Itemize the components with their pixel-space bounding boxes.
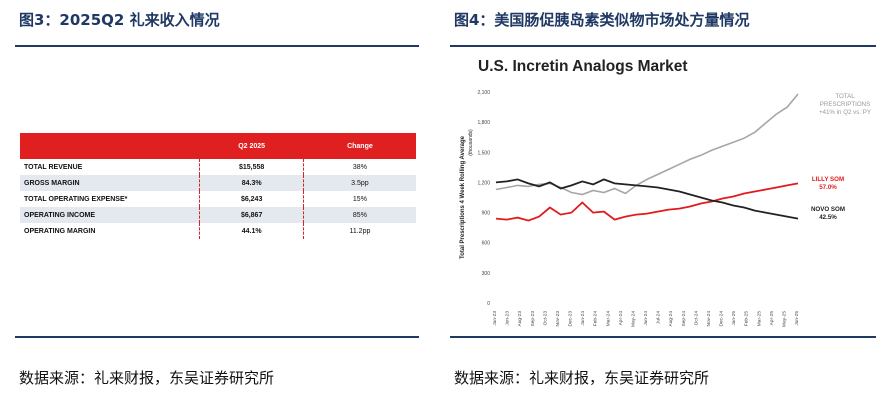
y-tick-label: 2,100 [477,90,490,96]
chart-title: U.S. Incretin Analogs Market [478,58,688,75]
bottom-divider-left [15,336,419,338]
x-tick-label: Jul-24 [656,311,662,324]
x-tick-label: Aug-24 [668,311,674,327]
series-annotation-1-1: 57.0% [819,184,837,191]
y-tick-label: 0 [487,301,490,307]
row-label: TOTAL REVENUE [24,163,83,171]
x-tick-label: Apr-24 [618,311,624,326]
row-value: $15,558 [199,159,304,175]
x-tick-label: Mar-25 [756,311,762,327]
x-tick-label: Feb-25 [744,311,750,327]
x-tick-label: Jun-25 [794,311,800,326]
y-tick-label: 300 [482,271,491,277]
x-tick-label: Nov-23 [555,311,561,327]
x-tick-label: May-24 [630,311,636,327]
series-annotation-1-0: LILLY SOM [812,176,844,183]
row-change: 85% [303,207,416,223]
row-value: $6,243 [199,191,304,207]
incretin-line-chart: Total Prescriptions 4 Week Rolling Avera… [460,90,871,327]
right-panel: 图4：美国肠促胰岛素类似物市场处方量情况 U.S. Incretin Analo… [450,0,876,400]
y-tick-label: 900 [482,211,491,217]
x-tick-label: Dec-24 [719,311,725,327]
y-tick-label: 1,500 [477,150,490,156]
x-tick-label: May-25 [781,311,787,327]
table-row: GROSS MARGIN 84.3% 3.5pp [20,175,416,191]
row-change: 15% [352,195,367,203]
x-tick-label: Mar-24 [605,311,611,327]
row-value: 84.3% [199,175,304,191]
figure-title-left: 图3：2025Q2 礼来收入情况 [19,11,220,29]
x-tick-label: Jun-24 [643,311,649,326]
x-tick-label: Nov-24 [706,311,712,327]
source-note-right: 数据来源：礼来财报，东吴证券研究所 [454,369,710,387]
y-axis-label: Total Prescriptions 4 Week Rolling Avera… [460,135,466,259]
y-axis-units: (thousands) [468,129,474,156]
series-annotation-0-2: +41% in Q2 vs. PY [819,109,871,116]
x-tick-label: Feb-24 [593,311,599,327]
row-label: GROSS MARGIN [20,175,200,191]
row-value: $6,867 [199,207,304,223]
series-annotation-0-0: TOTAL [835,93,855,100]
table-header-q2: Q2 2025 [199,133,304,159]
top-divider-left [15,45,419,47]
x-tick-label: Aug-23 [517,311,523,327]
row-label: OPERATING INCOME [20,207,200,223]
x-tick-label: Sep-23 [530,311,536,327]
row-change: 38% [352,163,367,171]
table-header-label [20,133,200,159]
series-line-total-prescriptions [495,93,799,196]
row-change: 3.5pp [303,175,416,191]
y-tick-label: 600 [482,241,491,247]
table-header-change: Change [303,133,416,159]
row-change: 11.2pp [349,227,371,235]
left-panel: 图3：2025Q2 礼来收入情况 Q2 2025 Change TOTAL RE… [15,0,419,400]
x-tick-label: Jan-24 [580,311,586,326]
x-tick-label: Jan-23 [492,311,498,326]
x-tick-label: Oct-24 [693,311,699,326]
x-tick-label: Sep-24 [681,311,687,327]
row-label: OPERATING MARGIN [24,227,96,235]
y-tick-label: 1,200 [477,180,490,186]
x-tick-label: Dec-23 [568,311,574,327]
table-row: TOTAL REVENUE $15,558 38% [20,159,416,175]
x-tick-label: Oct-23 [542,311,548,326]
row-value: 44.1% [199,223,304,239]
x-tick-label: Apr-25 [769,311,775,326]
row-label: TOTAL OPERATING EXPENSE* [24,195,128,203]
revenue-table: Q2 2025 Change TOTAL REVENUE $15,558 38%… [20,133,416,239]
figure-title-right: 图4：美国肠促胰岛素类似物市场处方量情况 [454,11,750,29]
y-tick-label: 1,800 [477,120,490,126]
series-annotation-0-1: PRESCRIPTIONS [820,101,871,108]
x-tick-label: Jun-23 [505,311,511,326]
x-tick-label: Jan-25 [731,311,737,326]
series-line-novo-som [495,178,799,220]
table-row: OPERATING MARGIN 44.1% 11.2pp [20,223,416,239]
series-annotation-2-0: NOVO SOM [811,206,845,213]
source-note-left: 数据来源：礼来财报，东吴证券研究所 [19,369,275,387]
top-divider-right [450,45,876,47]
table-row: OPERATING INCOME $6,867 85% [20,207,416,223]
series-line-lilly-som [495,182,799,222]
bottom-divider-right [450,336,876,338]
table-row: TOTAL OPERATING EXPENSE* $6,243 15% [20,191,416,207]
table-header-row: Q2 2025 Change [20,133,416,159]
series-annotation-2-1: 42.5% [819,214,837,221]
